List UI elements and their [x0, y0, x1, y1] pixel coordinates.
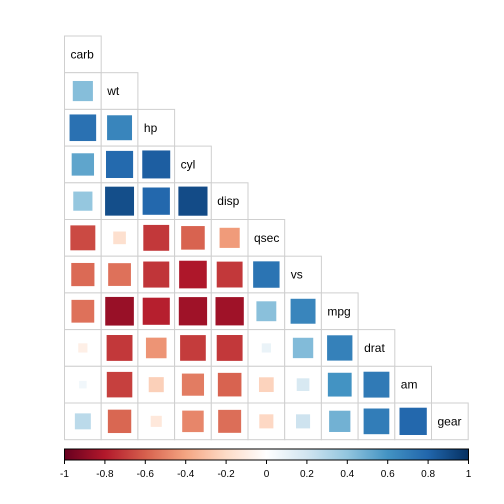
corr-square-wt-carb	[72, 80, 93, 102]
corr-square-am-qsec	[258, 377, 274, 393]
corr-square-drat-qsec	[261, 343, 271, 353]
corr-square-am-cyl	[181, 373, 205, 396]
corr-square-cyl-carb	[71, 153, 95, 176]
corr-square-am-hp	[148, 377, 164, 393]
corr-square-cyl-wt	[105, 150, 134, 179]
corr-square-mpg-carb	[71, 299, 95, 323]
corr-square-qsec-carb	[70, 225, 96, 251]
corr-square-qsec-disp	[219, 227, 240, 248]
corr-square-vs-disp	[216, 261, 243, 288]
corr-square-gear-disp	[218, 409, 242, 433]
corr-square-gear-vs	[296, 414, 311, 429]
variable-label-hp: hp	[144, 121, 158, 135]
corr-square-vs-carb	[71, 262, 95, 287]
corr-square-disp-carb	[73, 191, 93, 211]
variable-label-wt: wt	[106, 84, 120, 98]
corr-square-drat-hp	[145, 337, 167, 359]
colorbar-tick-label: -0.2	[217, 469, 235, 480]
corr-square-disp-wt	[105, 186, 135, 216]
corr-square-gear-hp	[150, 415, 162, 427]
colorbar-tick-label: 0.4	[340, 469, 354, 480]
variable-label-carb: carb	[71, 47, 95, 61]
cell-frame-drat-drat	[357, 329, 396, 367]
cell-frame-disp-disp	[210, 182, 249, 221]
cell-frame-gear-gear	[431, 402, 469, 441]
corr-square-mpg-hp	[142, 297, 170, 325]
colorbar: -1 -0.8 -0.6 -0.4 -0.2 0 0.2 0.4 0.6 0.8 1	[60, 448, 472, 480]
variable-label-qsec: qsec	[254, 231, 279, 245]
corr-square-qsec-hp	[143, 224, 170, 251]
corr-square-drat-wt	[106, 335, 133, 361]
colorbar-tick-label: -0.4	[177, 469, 195, 480]
cell-frame-vs-vs	[284, 255, 322, 294]
corr-square-am-vs	[296, 378, 310, 391]
corr-square-mpg-vs	[290, 298, 316, 324]
corr-square-gear-qsec	[259, 414, 274, 429]
corr-square-am-drat	[363, 371, 390, 398]
corr-square-drat-disp	[216, 335, 243, 361]
corr-square-am-disp	[217, 372, 242, 397]
colorbar-tick-label: 1	[466, 469, 472, 480]
colorbar-tick-label: 0.8	[421, 469, 435, 480]
corr-square-mpg-cyl	[178, 297, 208, 326]
variable-label-am: am	[401, 378, 418, 392]
corr-square-vs-cyl	[179, 260, 207, 289]
corr-square-disp-cyl	[178, 186, 208, 216]
corr-square-hp-carb	[69, 114, 97, 142]
corr-square-gear-carb	[74, 413, 91, 430]
variable-label-mpg: mpg	[327, 304, 350, 318]
cell-frame-carb-carb	[64, 35, 102, 74]
corr-square-gear-drat	[363, 408, 390, 435]
corr-square-gear-mpg	[329, 410, 351, 432]
corr-square-mpg-disp	[215, 297, 244, 326]
corr-square-gear-cyl	[182, 410, 204, 433]
colorbar-tick-label: -0.8	[96, 469, 114, 480]
corr-square-gear-wt	[107, 409, 132, 434]
variable-label-vs: vs	[291, 268, 303, 282]
variable-label-gear: gear	[438, 414, 462, 428]
variable-label-drat: drat	[364, 341, 385, 355]
correlation-cells	[64, 35, 469, 441]
cell-frame-cyl-cyl	[174, 145, 212, 184]
colorbar-tick-label: -1	[60, 469, 69, 480]
corr-square-cyl-hp	[142, 150, 171, 179]
corr-square-qsec-cyl	[181, 226, 205, 250]
cell-frame-qsec-qsec	[247, 219, 286, 257]
corr-square-drat-vs	[292, 337, 314, 359]
cell-frame-mpg-mpg	[320, 292, 359, 331]
cell-frame-wt-wt	[100, 72, 139, 110]
corr-square-vs-wt	[108, 263, 131, 286]
corr-square-qsec-wt	[113, 231, 126, 245]
corr-square-drat-carb	[78, 343, 88, 353]
corr-square-hp-wt	[107, 115, 133, 141]
colorbar-tick-label: -0.6	[137, 469, 155, 480]
corr-square-am-carb	[79, 380, 87, 389]
corr-square-vs-qsec	[253, 261, 280, 288]
cell-frame-am-am	[394, 365, 432, 404]
colorbar-tick-label: 0.6	[381, 469, 395, 480]
corr-square-am-wt	[106, 371, 133, 398]
colorbar-tick-label: 0.2	[300, 469, 314, 480]
corr-square-mpg-qsec	[256, 301, 277, 322]
variable-labels: carb wt hp cyl disp qsec vs mpg drat am gear	[71, 47, 462, 428]
colorbar-tick-label: 0	[264, 469, 270, 480]
corr-square-am-mpg	[327, 372, 352, 397]
cell-frame-qsec-wt	[100, 219, 139, 257]
variable-label-disp: disp	[217, 194, 239, 208]
corr-square-gear-am	[399, 407, 427, 435]
corr-square-vs-hp	[143, 261, 170, 288]
variable-label-cyl: cyl	[181, 157, 196, 171]
corr-square-mpg-wt	[105, 296, 134, 326]
corr-square-disp-hp	[142, 187, 170, 215]
corr-square-drat-cyl	[180, 335, 206, 361]
corr-square-drat-mpg	[327, 335, 353, 361]
colorbar-gradient	[64, 448, 469, 461]
